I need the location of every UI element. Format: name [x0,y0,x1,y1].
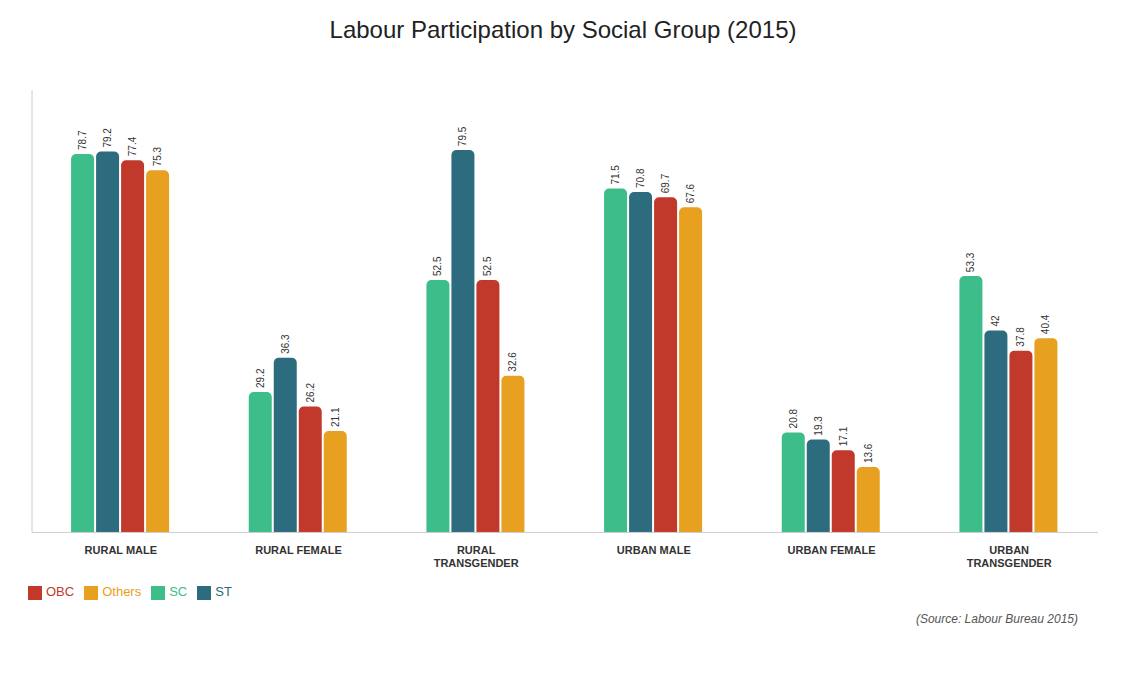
svg-text:32.6: 32.6 [507,352,518,372]
svg-text:26.2: 26.2 [305,383,316,403]
svg-text:69.7: 69.7 [660,173,671,193]
svg-text:42: 42 [990,315,1001,327]
html-text:(Source: Labour Bureau 2015): (Source: Labour Bureau 2015) [915,612,1078,626]
svg-text:RURALTRANSGENDER: RURALTRANSGENDER [434,544,519,569]
html-text:SC: SC [169,584,188,600]
svg-text:19.3: 19.3 [813,416,824,436]
html-text:ST: ST [215,584,232,600]
svg-text:RURAL MALE: RURAL MALE [85,544,158,556]
svg-text:52.5: 52.5 [432,256,443,276]
svg-text:URBAN MALE: URBAN MALE [617,544,691,556]
svg-text:79.2: 79.2 [102,128,113,148]
html-text:OBC: OBC [46,584,75,600]
svg-text:77.4: 77.4 [127,136,138,156]
svg-text:53.3: 53.3 [965,252,976,272]
svg-text:20.8: 20.8 [788,409,799,429]
svg-text:21.1: 21.1 [330,407,341,427]
svg-text:29.2: 29.2 [255,368,266,388]
svg-text:17.1: 17.1 [838,426,849,446]
svg-text:75.3: 75.3 [152,146,163,166]
svg-text:URBAN FEMALE: URBAN FEMALE [788,544,876,556]
svg-text:13.6: 13.6 [863,443,874,463]
svg-text:79.5: 79.5 [457,126,468,146]
svg-text:67.6: 67.6 [685,183,696,203]
svg-text:36.3: 36.3 [280,334,291,354]
html-text:Others: Others [102,584,142,600]
svg-text:RURAL FEMALE: RURAL FEMALE [255,544,342,556]
html-text:Labour Participation by Social: Labour Participation by Social Group (20… [329,16,797,43]
svg-text:37.8: 37.8 [1015,327,1026,347]
svg-text:70.8: 70.8 [635,168,646,188]
svg-text:71.5: 71.5 [610,165,621,185]
svg-text:78.7: 78.7 [77,130,88,150]
svg-text:40.4: 40.4 [1040,314,1051,334]
svg-text:URBANTRANSGENDER: URBANTRANSGENDER [967,544,1052,569]
svg-text:52.5: 52.5 [482,256,493,276]
